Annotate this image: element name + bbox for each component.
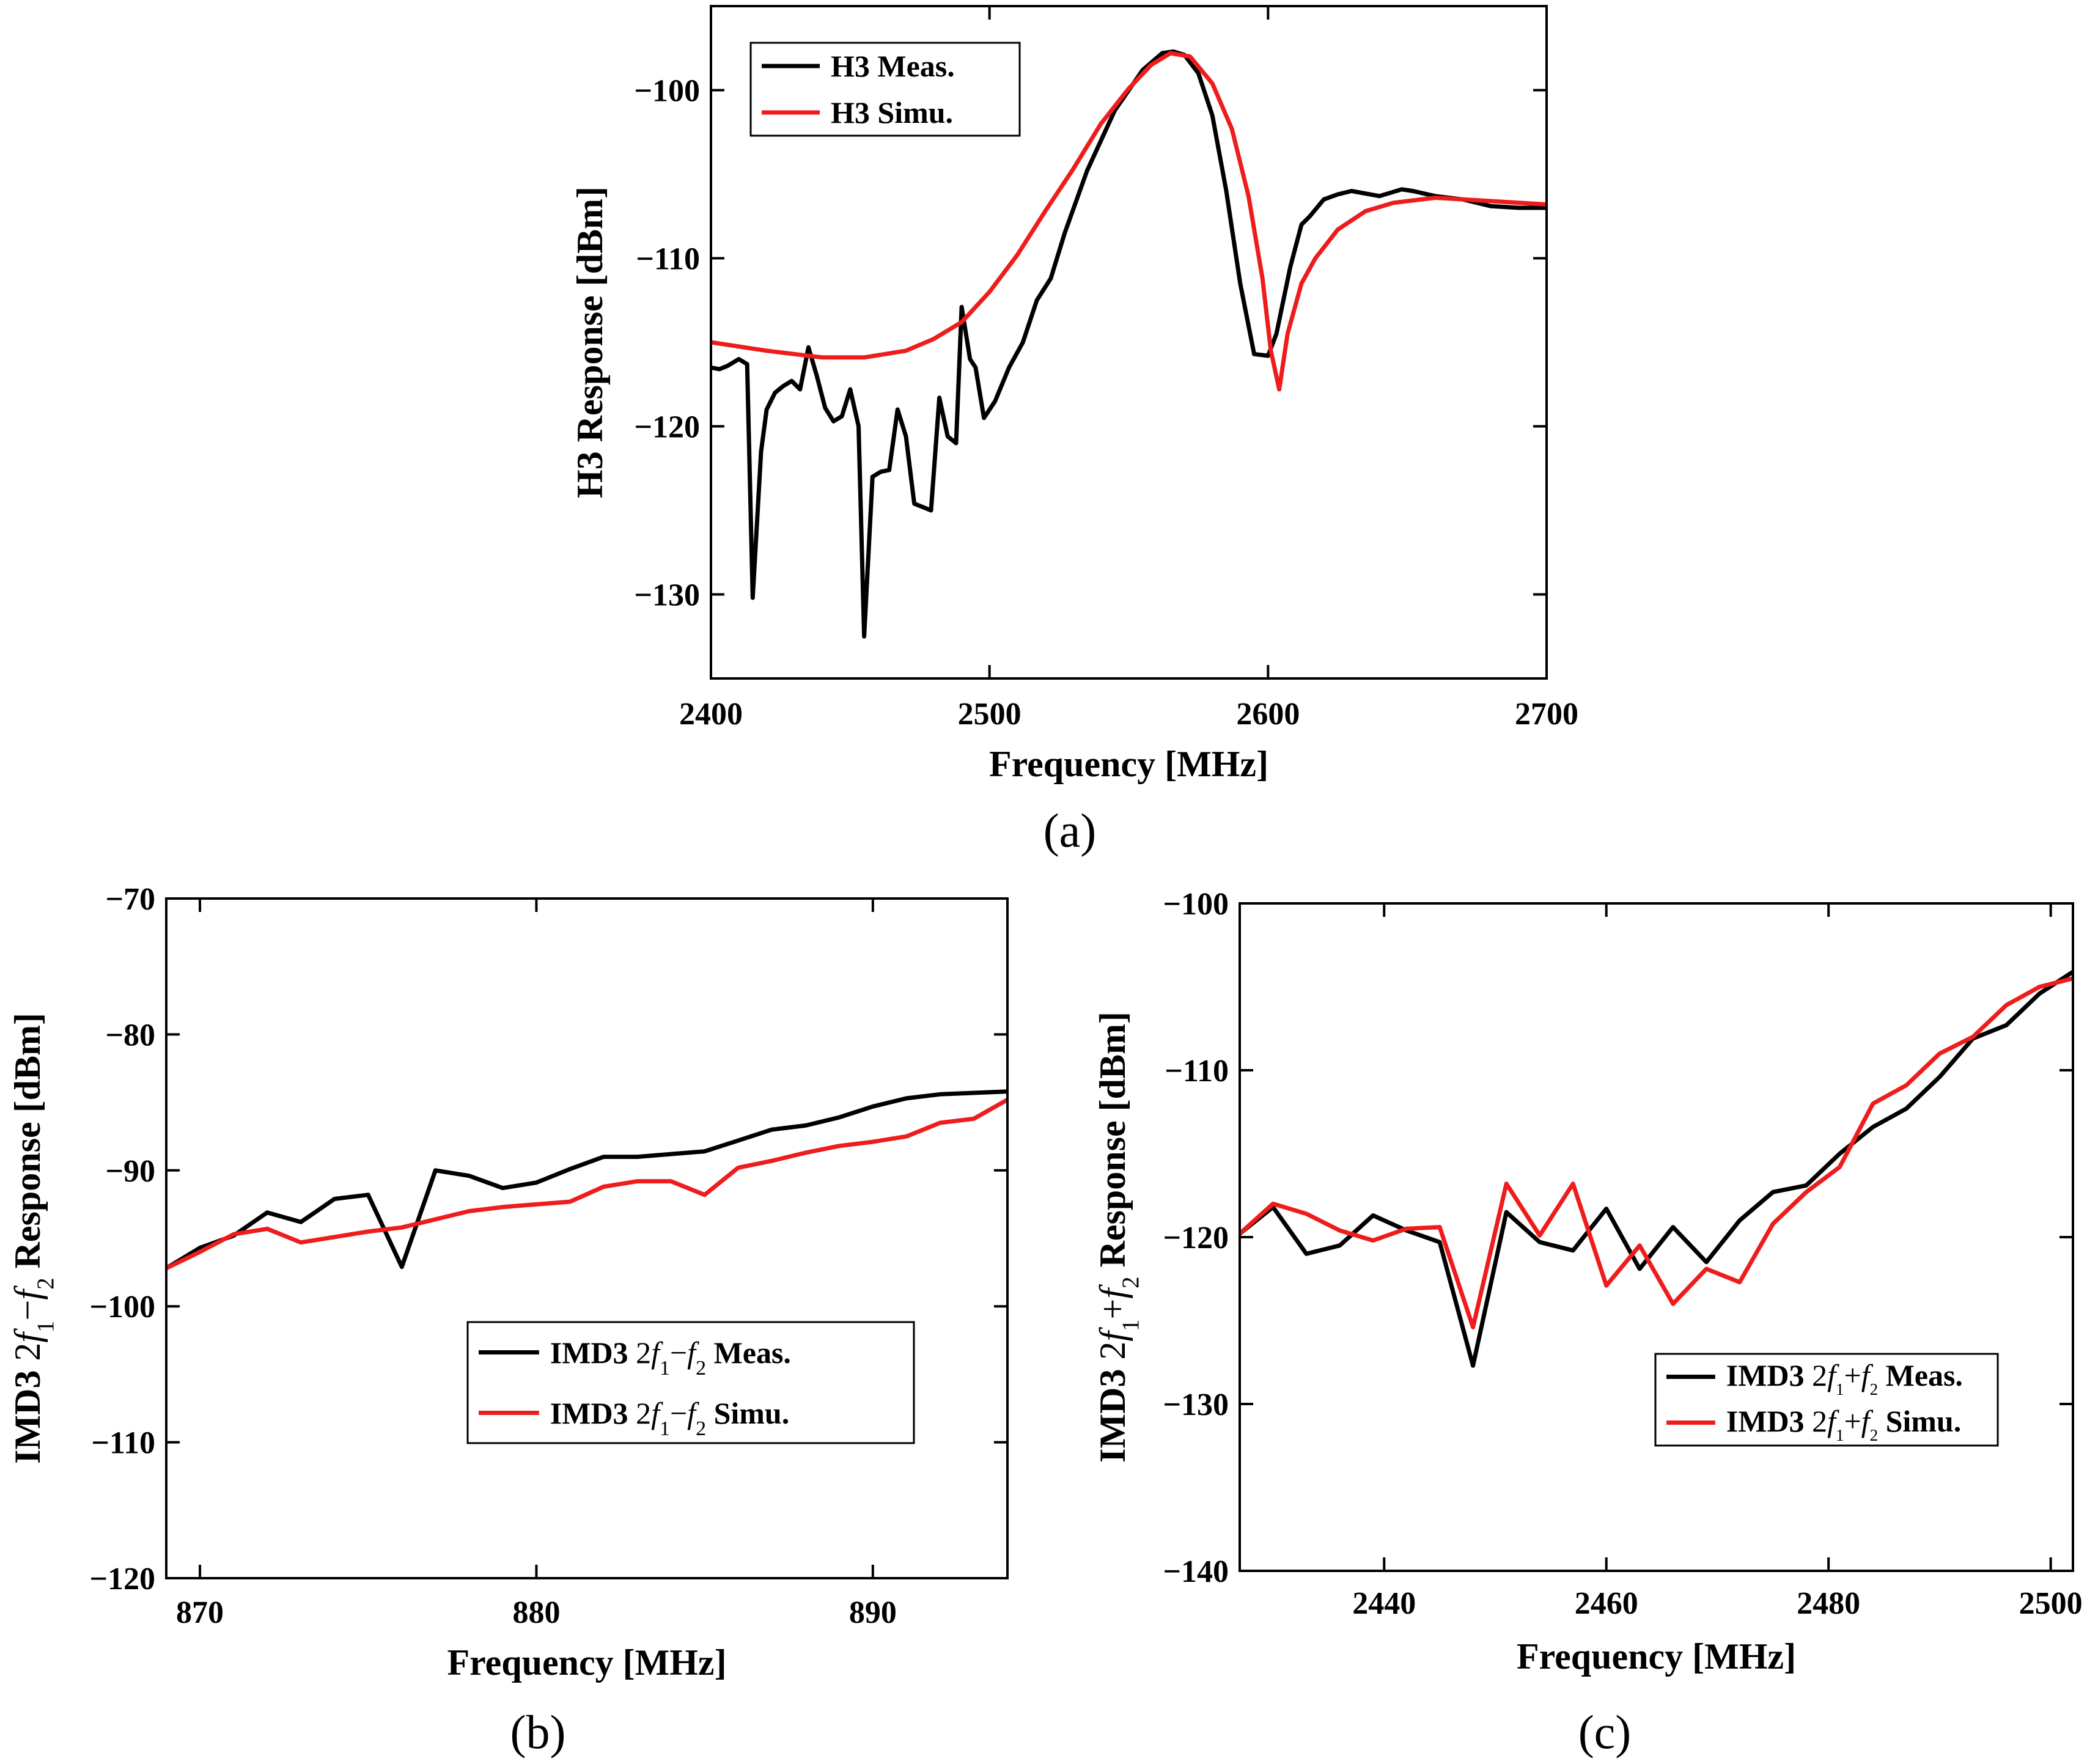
y-tick-label: −70 [105,882,155,917]
x-tick-label: 2440 [1352,1586,1416,1621]
y-tick-label: −120 [1163,1221,1229,1255]
legend: H3 Meas. H3 Simu. [749,42,1021,137]
legend-box [466,1321,915,1444]
y-tick-label: −100 [634,74,700,109]
x-axis-title: Frequency [MHz] [447,1642,726,1683]
x-tick-label: 2500 [2019,1586,2083,1621]
panel-caption: (c) [1578,1705,1632,1758]
y-tick-label: −80 [105,1018,155,1053]
y-axis-title: H3 Response [dBm] [570,186,610,498]
chart-b: −120 −110 −100 −90 −80 −70 870 880 890 Frequency … [7,882,1009,1758]
y-tick-label: −110 [91,1426,155,1461]
legend-label-simu: IMD3 2f1−f2 Simu. [550,1396,789,1440]
plot-frame [165,897,1009,1579]
y-tick-label: −90 [105,1154,155,1189]
x-axis-title: Frequency [MHz] [1517,1636,1796,1677]
series-line-simu [166,1097,1007,1271]
legend-box [1654,1353,1999,1447]
series-line-simu [711,51,1547,392]
x-tick-label: 2480 [1797,1586,1860,1621]
y-tick-label: −110 [1165,1054,1229,1089]
legend-label-simu: H3 Simu. [831,95,953,130]
y-tick-label: −110 [636,242,700,277]
x-tick-label: 2400 [679,697,743,732]
y-axis-title: IMD3 2f1+f2 Response [dBm] [1092,1012,1144,1463]
x-tick-label: 880 [512,1595,560,1630]
x-tick-label: 2700 [1515,697,1578,732]
legend: IMD3 2f1+f2 Meas.IMD3 2f1+f2 Simu. [1654,1353,1999,1447]
y-tick-label: −100 [89,1290,155,1325]
y-tick-label: −120 [634,410,700,445]
series-line-simu [1240,976,2073,1329]
x-axis-title: Frequency [MHz] [989,744,1268,784]
legend-label-meas: H3 Meas. [831,49,955,83]
legend: IMD3 2f1−f2 Meas.IMD3 2f1−f2 Simu. [466,1321,915,1444]
y-tick-label: −130 [634,578,700,613]
panel-caption: (b) [510,1705,566,1758]
series-line-meas [166,1089,1007,1271]
y-tick-label: −130 [1163,1387,1229,1422]
legend-label-simu: IMD3 2f1+f2 Simu. [1726,1404,1961,1444]
y-tick-label: −100 [1163,887,1229,922]
legend-box [749,42,1021,137]
x-tick-label: 870 [176,1595,224,1630]
x-tick-label: 2460 [1575,1586,1638,1621]
x-tick-label: 2500 [958,697,1021,732]
chart-c: −140 −130 −120 −110 −100 2440 2460 2480 2500 Freq… [1092,887,2083,1758]
y-axis-title: IMD3 2f1−f2 Response [dBm] [7,1013,59,1464]
series-line-meas [1240,969,2073,1368]
y-tick-label: −140 [1163,1554,1229,1589]
x-tick-label: 2600 [1236,697,1300,732]
chart-a: −130 −120 −110 −100 2400 2500 2600 2700 Frequenc… [570,5,1578,857]
panel-caption: (a) [1044,804,1097,857]
y-tick-label: −120 [89,1562,155,1597]
x-tick-label: 890 [849,1595,897,1630]
plot-frame [710,5,1548,680]
series-line-meas [711,49,1547,639]
